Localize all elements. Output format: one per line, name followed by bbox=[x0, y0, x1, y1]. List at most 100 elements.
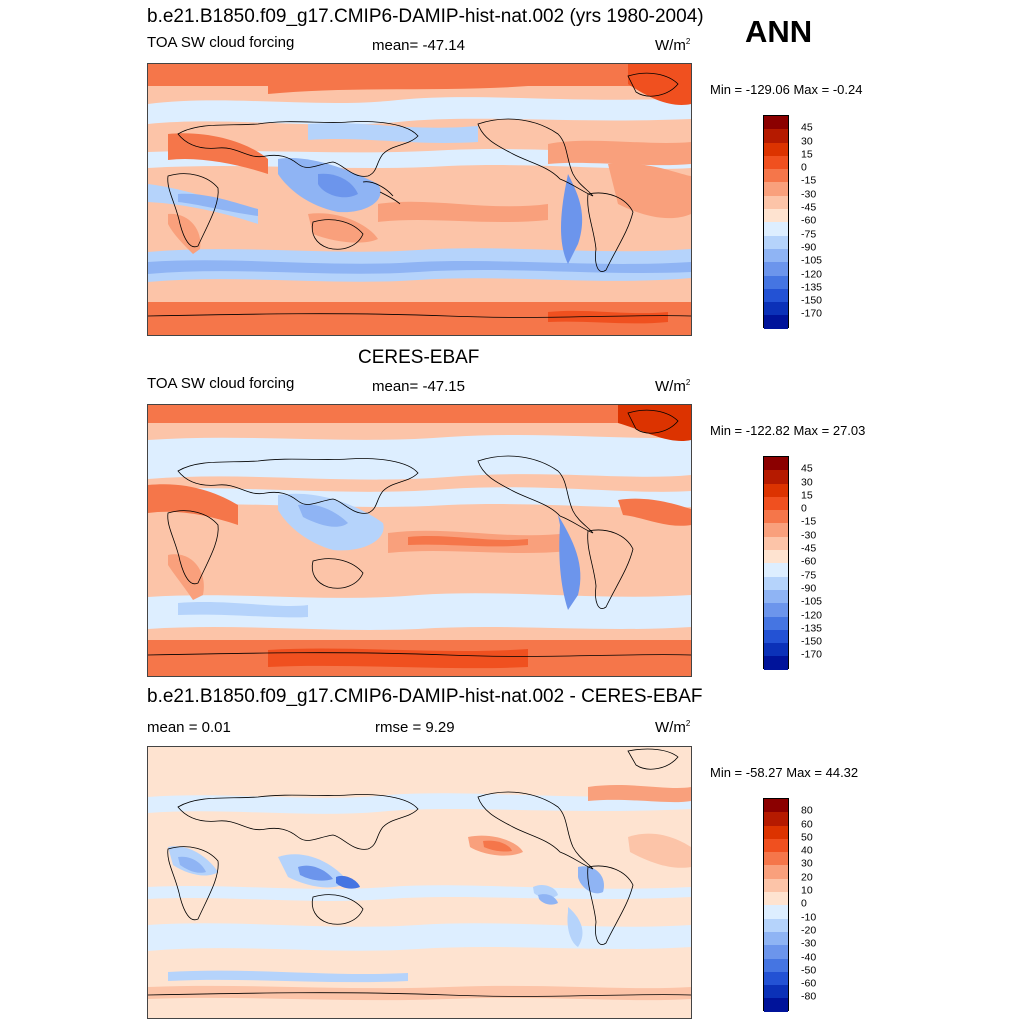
colorbar bbox=[763, 115, 789, 329]
map-obs bbox=[147, 404, 692, 677]
colorbar-swatch bbox=[764, 985, 788, 999]
panel-title: CERES-EBAF bbox=[358, 347, 480, 368]
colorbar-swatch bbox=[764, 235, 788, 249]
colorbar-swatch bbox=[764, 116, 788, 130]
min-max-label: Min = -129.06 Max = -0.24 bbox=[710, 82, 863, 97]
colorbar-labels: 45 30 15 0 -15 -30 -45 -60 -75 -90 -105 -120 -135 -15… bbox=[801, 456, 822, 669]
colorbar-swatch bbox=[764, 958, 788, 972]
colorbar-swatch bbox=[764, 457, 788, 471]
colorbar-swatch bbox=[764, 971, 788, 986]
colorbar-tick-label: 0 bbox=[801, 897, 807, 910]
colorbar bbox=[763, 456, 789, 670]
colorbar-swatch bbox=[764, 865, 788, 879]
colorbar-tick-label: 50 bbox=[801, 831, 813, 844]
min-max-label: Min = -58.27 Max = 44.32 bbox=[710, 765, 859, 780]
plot-title: b.e21.B1850.f09_g17.CMIP6-DAMIP-hist-nat… bbox=[147, 6, 704, 27]
colorbar-swatch bbox=[764, 825, 788, 839]
colorbar-swatch bbox=[764, 931, 788, 946]
colorbar-tick-label: 30 bbox=[801, 857, 813, 870]
colorbar-swatch bbox=[764, 275, 788, 289]
colorbar-swatch bbox=[764, 629, 788, 644]
colorbar-tick-label: -10 bbox=[801, 911, 817, 924]
colorbar-swatch bbox=[764, 182, 788, 196]
colorbar-swatch bbox=[764, 905, 788, 919]
colorbar-swatch bbox=[764, 892, 788, 906]
colorbar-swatch bbox=[764, 852, 788, 866]
colorbar-swatch bbox=[764, 563, 788, 577]
colorbar-tick-label: -15 bbox=[801, 174, 817, 187]
colorbar-swatch bbox=[764, 523, 788, 537]
colorbar-tick-label: -170 bbox=[801, 307, 823, 320]
colorbar-swatch bbox=[764, 812, 788, 826]
colorbar-tick-label: -30 bbox=[801, 188, 817, 201]
colorbar-tick-label: 10 bbox=[801, 884, 813, 897]
colorbar-tick-label: 80 bbox=[801, 804, 813, 817]
panel-variable-label: TOA SW cloud forcing bbox=[147, 375, 295, 392]
colorbar-swatch bbox=[764, 998, 788, 1012]
colorbar-tick-label: -75 bbox=[801, 569, 817, 582]
colorbar-tick-label: -30 bbox=[801, 937, 817, 950]
units-label: W/m2 bbox=[655, 37, 691, 54]
colorbar-swatch bbox=[764, 589, 788, 604]
units-label: W/m2 bbox=[655, 719, 691, 736]
colorbar-swatch bbox=[764, 878, 788, 893]
units-label: W/m2 bbox=[655, 378, 691, 395]
colorbar-tick-label: -90 bbox=[801, 241, 817, 254]
colorbar-tick-label: -135 bbox=[801, 622, 823, 635]
colorbar-tick-label: 0 bbox=[801, 502, 807, 515]
colorbar-swatch bbox=[764, 496, 788, 511]
map-model bbox=[147, 63, 692, 336]
season-label: ANN bbox=[745, 14, 813, 49]
panel-rmse-label: rmse = 9.29 bbox=[375, 719, 455, 736]
colorbar-swatch bbox=[764, 799, 788, 813]
colorbar-swatch bbox=[764, 209, 788, 223]
map-diff bbox=[147, 746, 692, 1019]
colorbar-swatch bbox=[764, 195, 788, 210]
panel-mean-label: mean = 0.01 bbox=[147, 719, 231, 736]
colorbar-tick-label: 45 bbox=[801, 121, 813, 134]
panel-variable-label: TOA SW cloud forcing bbox=[147, 34, 295, 51]
colorbar-swatch bbox=[764, 129, 788, 143]
colorbar-tick-label: -105 bbox=[801, 254, 823, 267]
colorbar-tick-label: -80 bbox=[801, 990, 817, 1003]
colorbar-swatch bbox=[764, 603, 788, 617]
colorbar-swatch bbox=[764, 302, 788, 316]
colorbar-labels: 80 60 50 40 30 20 10 0 -10 -20 -30 -40 -50 -60 -80 bbox=[801, 798, 816, 1011]
panel-mean-label: mean= -47.14 bbox=[372, 37, 465, 54]
colorbar-tick-label: -90 bbox=[801, 582, 817, 595]
colorbar-swatch bbox=[764, 169, 788, 183]
colorbar-swatch bbox=[764, 918, 788, 932]
colorbar-tick-label: 0 bbox=[801, 161, 807, 174]
colorbar-tick-label: 45 bbox=[801, 462, 813, 475]
colorbar-tick-label: 30 bbox=[801, 134, 813, 147]
colorbar bbox=[763, 798, 789, 1012]
colorbar-swatch bbox=[764, 155, 788, 170]
colorbar-tick-label: -15 bbox=[801, 515, 817, 528]
colorbar-tick-label: -45 bbox=[801, 201, 817, 214]
colorbar-swatch bbox=[764, 656, 788, 670]
colorbar-swatch bbox=[764, 945, 788, 959]
colorbar-swatch bbox=[764, 315, 788, 329]
colorbar-swatch bbox=[764, 536, 788, 551]
colorbar-tick-label: -120 bbox=[801, 267, 823, 280]
colorbar-swatch bbox=[764, 576, 788, 590]
colorbar-tick-label: -75 bbox=[801, 228, 817, 241]
colorbar-tick-label: 20 bbox=[801, 871, 813, 884]
colorbar-swatch bbox=[764, 838, 788, 853]
colorbar-tick-label: -170 bbox=[801, 648, 823, 661]
colorbar-tick-label: -60 bbox=[801, 977, 817, 990]
colorbar-tick-label: 30 bbox=[801, 475, 813, 488]
colorbar-tick-label: -40 bbox=[801, 950, 817, 963]
panel-title: b.e21.B1850.f09_g17.CMIP6-DAMIP-hist-nat… bbox=[147, 686, 703, 707]
colorbar-labels: 45 30 15 0 -15 -30 -45 -60 -75 -90 -105 -120 -135 -15… bbox=[801, 115, 822, 328]
colorbar-tick-label: -135 bbox=[801, 281, 823, 294]
colorbar-tick-label: -105 bbox=[801, 595, 823, 608]
colorbar-tick-label: 40 bbox=[801, 844, 813, 857]
colorbar-tick-label: -60 bbox=[801, 555, 817, 568]
colorbar-tick-label: -120 bbox=[801, 608, 823, 621]
colorbar-tick-label: -150 bbox=[801, 635, 823, 648]
colorbar-swatch bbox=[764, 288, 788, 303]
colorbar-tick-label: -50 bbox=[801, 964, 817, 977]
colorbar-swatch bbox=[764, 222, 788, 236]
min-max-label: Min = -122.82 Max = 27.03 bbox=[710, 423, 866, 438]
